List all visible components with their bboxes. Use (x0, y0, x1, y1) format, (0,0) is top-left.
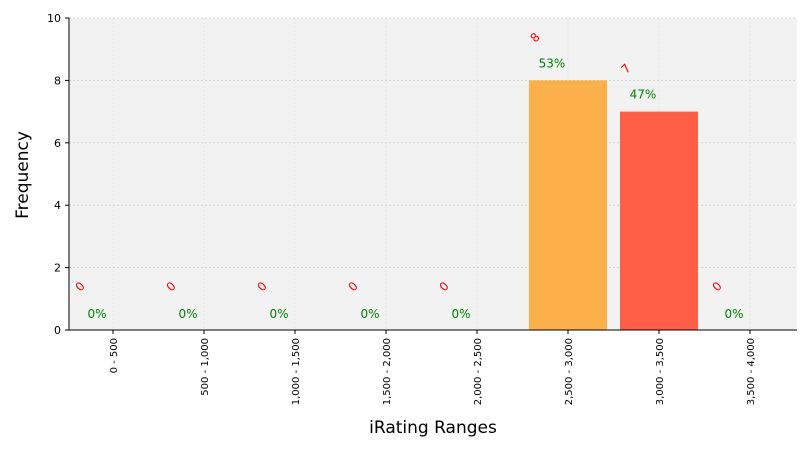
y-tick-label: 0 (54, 324, 61, 337)
bar (529, 80, 607, 331)
percent-label: 47% (630, 88, 657, 102)
percent-label: 0% (360, 307, 379, 321)
percent-label: 0% (451, 307, 470, 321)
x-tick-label: 1,000 - 1,500 (291, 338, 302, 405)
x-tick-label: 3,500 - 4,000 (746, 338, 757, 405)
x-tick-label: 2,500 - 3,000 (564, 338, 575, 405)
y-tick-label: 6 (54, 137, 61, 150)
x-tick-label: 3,000 - 3,500 (655, 338, 666, 405)
x-axis-title: iRating Ranges (369, 418, 497, 438)
percent-label: 0% (178, 307, 197, 321)
percent-label: 0% (724, 307, 743, 321)
y-axis-title: Frequency (13, 131, 33, 219)
percent-label: 0% (269, 307, 288, 321)
y-tick-label: 2 (54, 262, 61, 275)
percent-label: 53% (539, 56, 566, 70)
y-tick-label: 8 (54, 74, 61, 87)
bar (620, 111, 698, 330)
x-tick-label: 2,000 - 2,500 (473, 338, 484, 405)
x-tick-label: 0 - 500 (109, 338, 120, 373)
y-tick-label: 4 (54, 199, 61, 212)
grid (69, 17, 797, 330)
x-tick-label: 500 - 1,000 (200, 338, 211, 396)
axes: 0 2 4 6 8 10 0 - 500 500 - 1,000 1,000 - 1,500 1,… (47, 12, 797, 405)
y-tick-label: 10 (47, 12, 61, 25)
percent-label: 0% (87, 307, 106, 321)
x-tick-label: 1,500 - 2,000 (382, 338, 393, 405)
bars (529, 80, 698, 331)
